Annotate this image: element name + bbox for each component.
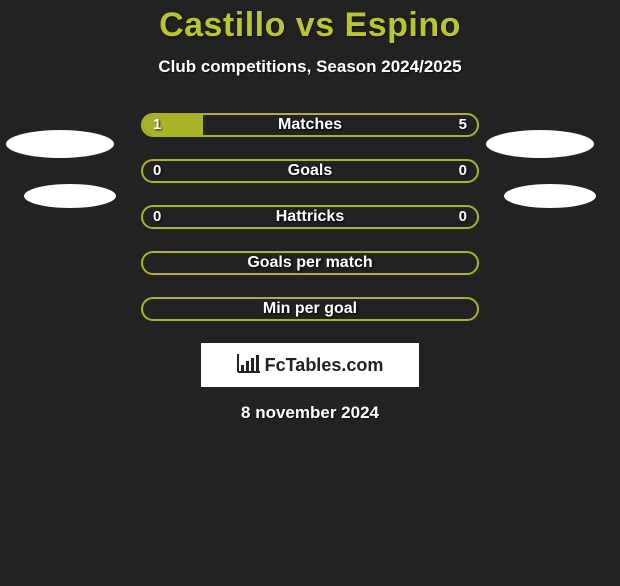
bar-row: Goals per match [141, 251, 479, 275]
decorative-ellipse [24, 184, 116, 208]
bar-track [141, 251, 479, 275]
bar-track [141, 159, 479, 183]
bar-row: Goals00 [141, 159, 479, 183]
bar-track [141, 113, 479, 137]
bar-value-right: 5 [459, 113, 467, 137]
brand-text: FcTables.com [265, 355, 384, 376]
page-title: Castillo vs Espino [0, 6, 620, 45]
decorative-ellipse [504, 184, 596, 208]
date-line: 8 november 2024 [0, 403, 620, 423]
bar-track [141, 205, 479, 229]
bar-row: Matches15 [141, 113, 479, 137]
decorative-ellipse [6, 130, 114, 158]
bar-value-left: 0 [153, 205, 161, 229]
bar-value-left: 1 [153, 113, 161, 137]
bar-value-right: 0 [459, 205, 467, 229]
subtitle: Club competitions, Season 2024/2025 [0, 57, 620, 77]
bar-row: Hattricks00 [141, 205, 479, 229]
decorative-ellipse [486, 130, 594, 158]
bars-icon [237, 353, 261, 378]
bar-track [141, 297, 479, 321]
bar-value-left: 0 [153, 159, 161, 183]
bar-row: Min per goal [141, 297, 479, 321]
brand-box: FcTables.com [201, 343, 419, 387]
bar-value-right: 0 [459, 159, 467, 183]
